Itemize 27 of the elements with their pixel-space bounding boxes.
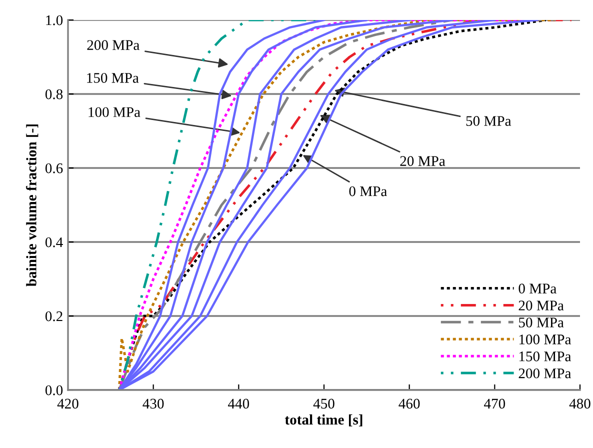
y-tick-label: 0.2 [45,311,62,322]
x-tick-label: 480 [569,398,590,409]
y-tick-label: 0.8 [45,89,63,100]
x-tick-label: 440 [228,398,250,409]
legend-label: 50 MPa [519,318,564,328]
annotation: 20 MPa [400,156,446,166]
x-tick-label: 460 [398,398,420,409]
y-tick-label: 1.0 [46,15,63,26]
y-tick-label: 0.6 [45,163,63,174]
legend-label: 150 MPa [519,351,572,362]
y-tick-label: 0.4 [45,237,63,248]
legend-label: 200 MPa [518,368,572,378]
annotation: 0 MPa [349,186,387,196]
y-tick-label: 0.0 [45,385,63,396]
x-tick-label: 430 [142,398,164,409]
x-tick-label: 420 [57,398,78,409]
annotation: 50 MPa [466,116,512,126]
legend-label: 20 MPa [518,300,564,310]
x-tick-label: 450 [313,398,334,409]
x-tick-label: 470 [484,398,506,409]
annotation: 100 MPa [88,107,140,118]
y-axis-title: bainite volume fraction [-] [26,124,38,286]
annotation: 150 MPa [87,72,139,83]
x-axis-title: total time [s] [284,414,362,426]
annotation: 200 MPa [87,40,140,50]
legend-label: 0 MPa [518,284,556,294]
legend-label: 100 MPa [519,334,572,344]
